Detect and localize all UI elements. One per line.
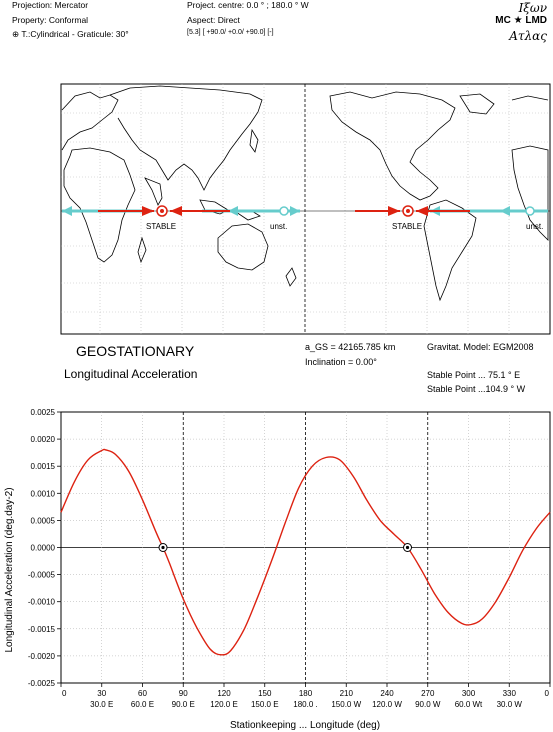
y-tick-label: -0.0020 [28, 652, 56, 661]
semi-major-axis: a_GS = 42165.785 km [305, 342, 396, 352]
y-tick-label: 0.0025 [31, 408, 56, 417]
x-tick-label: 210 [340, 689, 354, 698]
inclination: Inclination = 0.00° [305, 357, 377, 367]
aspect-label: Aspect: Direct [187, 15, 240, 25]
params-label: [5.3] [ +90.0/ +0.0/ +90.0] [-] [187, 29, 274, 36]
map-graticule [61, 84, 550, 334]
x-tick-label: 30 [97, 689, 106, 698]
orbit-title: GEOSTATIONARY [76, 343, 195, 359]
unstable-point-marker [279, 206, 289, 216]
chart-subtitle: Longitudinal Acceleration [64, 367, 198, 381]
x-tick-label: 300 [462, 689, 476, 698]
map-label-unstable: unst. [526, 222, 543, 231]
y-tick-label: 0.0015 [31, 462, 56, 471]
y-axis-label: Longitudinal Acceleration (deg.day-2) [4, 487, 15, 652]
stable-point-dot [405, 545, 410, 550]
y-tick-label: 0.0000 [31, 544, 56, 553]
map-frame [60, 83, 551, 335]
brand-line1: Ιξων [518, 1, 547, 15]
world-map: STABLE unst. STABLE unst. [60, 83, 551, 335]
x-tick-label: 270 [421, 689, 435, 698]
unstable-point-marker [525, 206, 535, 216]
x-tick-label: 0 [62, 689, 67, 698]
x-tick-label-longitude: 60.0 Wt [455, 700, 483, 709]
graticule-icon: ⊕ [12, 29, 20, 39]
stable-point-2: Stable Point ...104.9 ° W [427, 384, 526, 394]
x-tick-label: 240 [380, 689, 394, 698]
x-tick-label-longitude: 150.0 W [331, 700, 361, 709]
map-points [156, 205, 535, 217]
brand-line3: Ατλας [509, 29, 547, 43]
x-tick-label: 90 [179, 689, 188, 698]
x-tick-label: 150 [258, 689, 272, 698]
x-tick-label-longitude: 30.0 E [90, 700, 113, 709]
x-tick-label: 330 [503, 689, 517, 698]
y-tick-label: -0.0015 [28, 625, 56, 634]
x-tick-label: 0 [545, 689, 550, 698]
x-axis-label: Stationkeeping ... Longitude (deg) [230, 720, 380, 731]
x-tick-label: 60 [138, 689, 147, 698]
x-tick-label-longitude: 150.0 E [251, 700, 279, 709]
map-label-stable: STABLE [146, 222, 176, 231]
graticule-label: ⊕ T.:Cylindrical - Graticule: 30° [12, 29, 129, 39]
brand-line2: MC ★ LMD [495, 15, 547, 26]
projection-label: Projection: Mercator [12, 0, 89, 10]
x-tick-label-longitude: 60.0 E [131, 700, 154, 709]
y-tick-label: -0.0005 [28, 571, 56, 580]
stable-point-dot [161, 545, 165, 550]
x-tick-label-longitude: 120.0 W [372, 700, 402, 709]
x-tick-label-longitude: 30.0 W [497, 700, 523, 709]
x-tick-label-longitude: 180.0 . [293, 700, 317, 709]
x-tick-label: 120 [217, 689, 231, 698]
y-tick-label: -0.0010 [28, 598, 56, 607]
y-tick-label: 0.0005 [31, 516, 56, 525]
map-label-stable: STABLE [392, 222, 422, 231]
y-tick-label: 0.0010 [31, 489, 56, 498]
stable-point-1: Stable Point ... 75.1 ° E [427, 370, 521, 380]
acceleration-curve [60, 448, 551, 656]
property-label: Property: Conformal [12, 15, 89, 25]
gravity-model: Gravitat. Model: EGM2008 [427, 342, 534, 352]
y-tick-label: 0.0020 [31, 435, 56, 444]
y-tick-label: -0.0025 [28, 679, 56, 688]
acceleration-chart: Longitudinal Acceleration (deg.day-2) St… [4, 408, 551, 731]
projection-centre-label: Project. centre: 0.0 ° ; 180.0 ° W [187, 0, 309, 10]
x-tick-label-longitude: 120.0 E [210, 700, 238, 709]
x-tick-label: 180 [299, 689, 313, 698]
map-label-unstable: unst. [270, 222, 287, 231]
x-tick-label-longitude: 90.0 E [172, 700, 195, 709]
x-tick-label-longitude: 90.0 W [415, 700, 441, 709]
